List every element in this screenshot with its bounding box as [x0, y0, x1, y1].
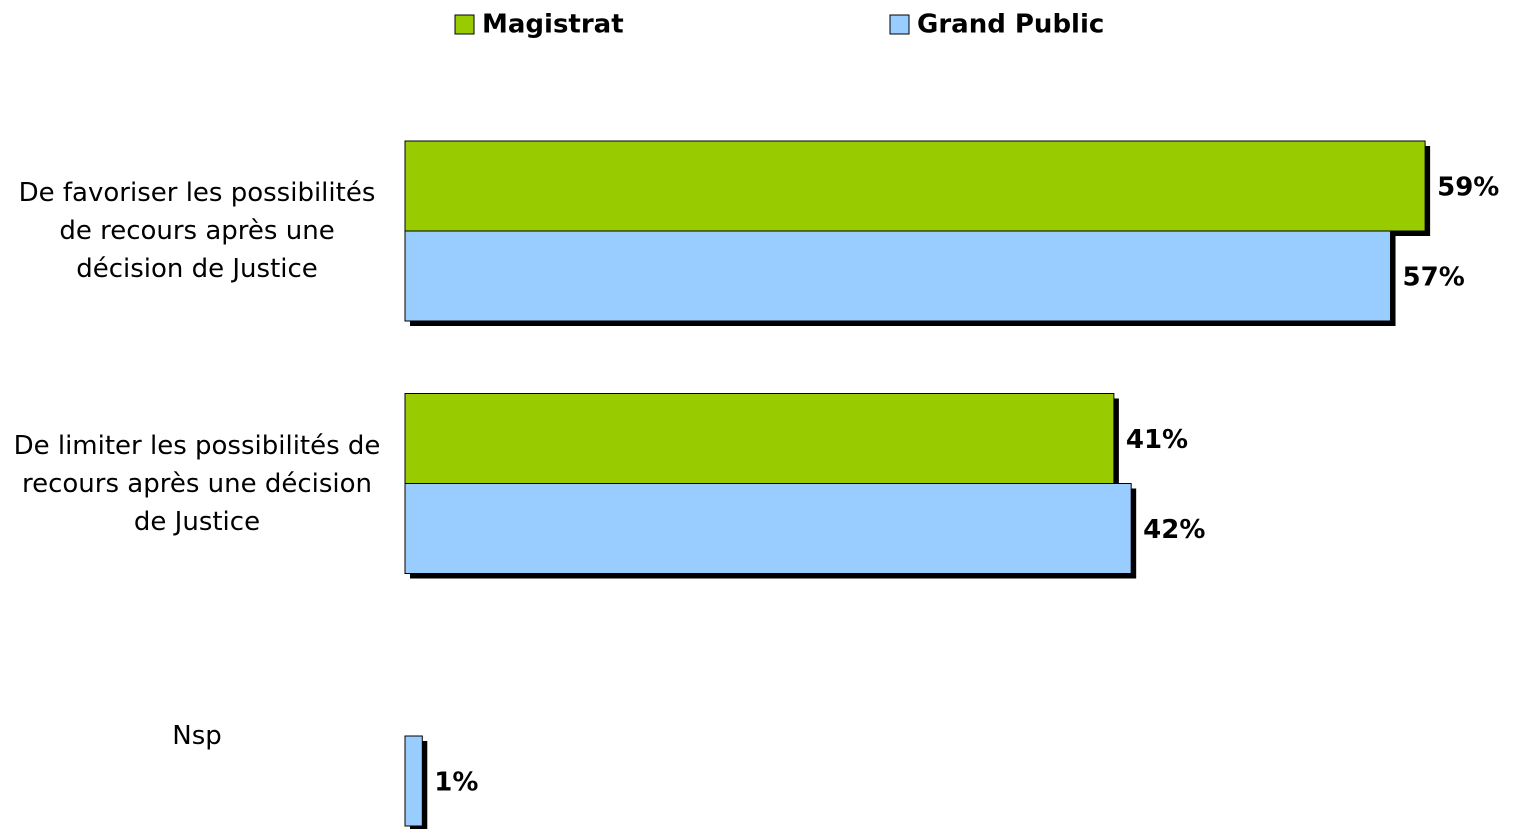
bar — [404, 230, 1392, 322]
legend-swatch — [889, 14, 910, 35]
legend-label: Grand Public — [917, 10, 1104, 40]
value-label: 1% — [434, 768, 478, 798]
bar — [404, 140, 1426, 232]
legend-swatch — [454, 14, 475, 35]
bar — [404, 393, 1115, 484]
category-label: De limiter les possibilités de recours a… — [13, 430, 381, 537]
legend-label: Magistrat — [482, 10, 624, 40]
value-label: 59% — [1437, 173, 1499, 203]
category-label: Nsp — [172, 721, 222, 751]
value-label: 42% — [1143, 515, 1205, 545]
bar — [404, 483, 1132, 574]
category-label: De favoriser les possibilités de recours… — [18, 178, 376, 284]
value-label: 41% — [1126, 425, 1188, 455]
bar — [404, 735, 423, 827]
value-label: 57% — [1403, 263, 1465, 293]
